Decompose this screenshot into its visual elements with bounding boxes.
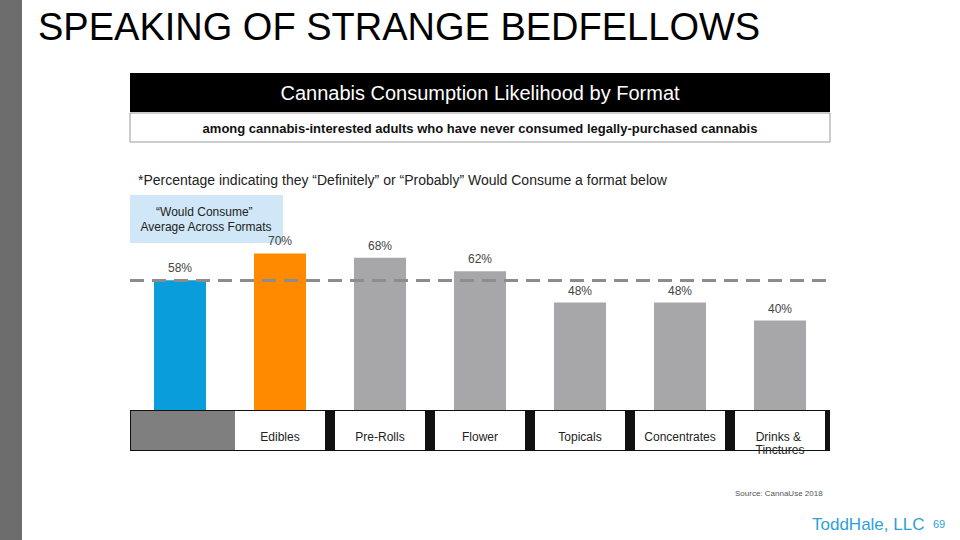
svg-text:40%: 40%: [768, 302, 792, 316]
svg-text:“Would Consume”: “Would Consume”: [156, 205, 256, 219]
svg-text:48%: 48%: [568, 284, 592, 298]
svg-text:69: 69: [933, 518, 945, 530]
svg-text:SPEAKING OF STRANGE BEDFELLOWS: SPEAKING OF STRANGE BEDFELLOWS: [38, 6, 760, 48]
svg-text:Topicals: Topicals: [558, 430, 601, 444]
svg-text:Drinks &: Drinks &: [756, 430, 805, 444]
svg-text:*Percentage indicating they “D: *Percentage indicating they “Definitely”…: [138, 172, 668, 188]
svg-text:Source: CannaUse 2018: Source: CannaUse 2018: [735, 489, 823, 498]
svg-text:70%: 70%: [268, 234, 292, 248]
svg-text:Pre-Rolls: Pre-Rolls: [355, 430, 404, 444]
svg-text:58%: 58%: [168, 261, 192, 275]
svg-text:Cannabis Consumption Likelihoo: Cannabis Consumption Likelihood by Forma…: [280, 82, 680, 104]
svg-text:68%: 68%: [368, 239, 392, 253]
svg-text:Average Across Formats: Average Across Formats: [140, 220, 271, 234]
svg-text:among cannabis-interested adul: among cannabis-interested adults who hav…: [203, 121, 758, 136]
svg-text:ToddHale, LLC: ToddHale, LLC: [812, 515, 924, 534]
svg-text:62%: 62%: [468, 252, 492, 266]
svg-text:Edibles: Edibles: [260, 430, 299, 444]
svg-text:Flower: Flower: [462, 430, 498, 444]
svg-text:48%: 48%: [668, 284, 692, 298]
svg-text:Tinctures: Tinctures: [756, 443, 805, 457]
svg-text:Concentrates: Concentrates: [644, 430, 715, 444]
